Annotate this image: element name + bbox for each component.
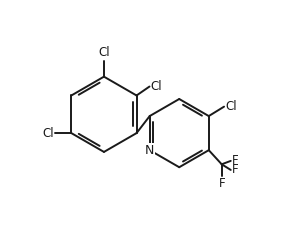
Text: Cl: Cl [151, 80, 162, 93]
Text: Cl: Cl [43, 127, 54, 140]
Text: F: F [232, 154, 238, 167]
Text: Cl: Cl [98, 46, 110, 60]
Text: N: N [145, 144, 154, 157]
Text: Cl: Cl [225, 100, 237, 113]
Text: F: F [232, 164, 238, 176]
Text: F: F [218, 177, 225, 189]
